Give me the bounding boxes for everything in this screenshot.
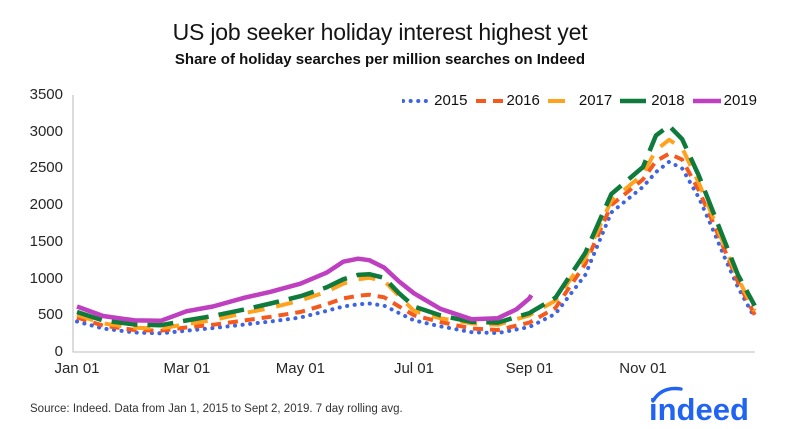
- legend-swatch-2018-icon: [619, 97, 649, 105]
- legend-swatch-2019-icon: [692, 97, 722, 105]
- x-axis: Jan 01 Mar 01 May 01 Jul 01 Sep 01 Nov 01: [0, 360, 789, 380]
- legend-item-2015: 2015: [402, 92, 468, 109]
- indeed-logo-swoosh-icon: [651, 386, 683, 403]
- x-axis-tick-may-01: May 01: [275, 360, 325, 377]
- y-axis-tick-3000: 3000: [29, 122, 63, 140]
- legend-swatch-2015-icon: [402, 97, 433, 105]
- x-axis-tick-jul-01: Jul 01: [393, 360, 434, 377]
- y-axis-tick-1000: 1000: [29, 269, 63, 287]
- y-axis: 0 500 1000 1500 2000 2500 3000 3500: [0, 0, 63, 429]
- series-line-2018: [76, 123, 757, 328]
- y-axis-tick-0: 0: [54, 343, 63, 360]
- x-axis-tick-sep-01: Sep 01: [505, 360, 554, 377]
- legend-item-2016: 2016: [475, 92, 540, 109]
- y-axis-tick-500: 500: [37, 306, 63, 324]
- x-axis-tick-nov-01: Nov 01: [619, 360, 667, 377]
- legend-item-2018: 2018: [619, 92, 685, 109]
- y-axis-tick-3500: 3500: [29, 86, 63, 103]
- legend-swatch-2017-icon: [547, 97, 577, 105]
- legend-label-2015: 2015: [434, 92, 468, 109]
- legend-item-2019: 2019: [692, 92, 757, 109]
- x-axis-tick-jan-01: Jan 01: [54, 360, 100, 377]
- legend-label-2018: 2018: [651, 92, 685, 109]
- y-axis-tick-2500: 2500: [29, 159, 63, 177]
- chart-subtitle: Share of holiday searches per million se…: [174, 51, 586, 68]
- series-line-2016: [76, 151, 757, 333]
- legend-item-2017: 2017: [547, 92, 612, 109]
- series-line-2015: [75, 159, 757, 336]
- legend-label-2019: 2019: [723, 92, 757, 109]
- legend-label-2017: 2017: [578, 92, 613, 109]
- x-axis-tick-mar-01: Mar 01: [163, 360, 211, 377]
- legend: 2015 2016 2017 2018 2019: [402, 92, 757, 109]
- y-axis-tick-2000: 2000: [29, 196, 63, 214]
- series-line-2019: [76, 256, 534, 324]
- legend-swatch-2016-icon: [475, 97, 505, 105]
- indeed-logo-text: indeed: [649, 392, 749, 426]
- indeed-logo: indeed: [645, 384, 763, 429]
- source-text: Source: Indeed. Data from Jan 1, 2015 to…: [30, 403, 403, 415]
- chart-title: US job seeker holiday interest highest y…: [172, 19, 588, 45]
- legend-label-2016: 2016: [506, 92, 540, 109]
- y-axis-tick-1500: 1500: [29, 232, 63, 250]
